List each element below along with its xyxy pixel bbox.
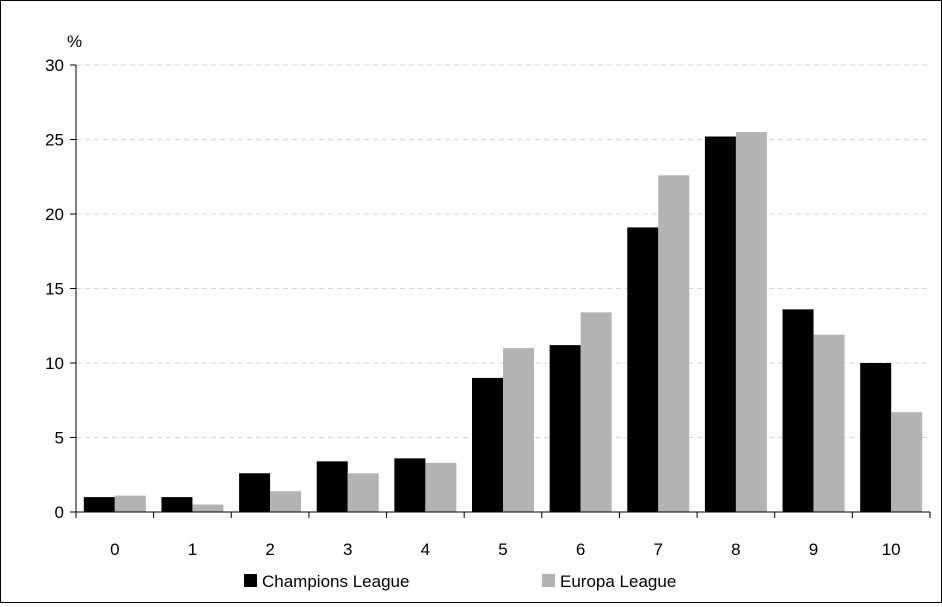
bar-europa-league (658, 175, 690, 512)
bars (83, 132, 923, 513)
bar-champions-league (782, 309, 814, 512)
legend: Champions League Europa League (244, 572, 676, 591)
x-tick-label: 2 (265, 540, 274, 559)
x-tick-label: 6 (576, 540, 585, 559)
y-tick-label: 10 (45, 354, 64, 373)
legend-swatch (244, 574, 257, 587)
x-tick-label: 8 (731, 540, 740, 559)
legend-label: Europa League (560, 572, 676, 591)
bar-champions-league (472, 377, 503, 512)
bar-europa-league (580, 312, 612, 512)
bar-europa-league (347, 473, 379, 512)
legend-swatch (542, 574, 555, 587)
bar-champions-league (83, 497, 115, 512)
bar-europa-league (891, 412, 923, 512)
y-tick-label: 15 (45, 280, 64, 299)
x-ticks: 0 1 2 3 4 5 6 7 8 9 10 (75, 512, 931, 559)
x-tick-label: 1 (188, 540, 197, 559)
bar-europa-league (503, 348, 534, 512)
y-tick-label: 30 (45, 56, 64, 75)
x-tick-label: 4 (421, 540, 430, 559)
x-tick-label: 0 (110, 540, 119, 559)
bar-champions-league (549, 345, 581, 512)
y-tick-label: 0 (55, 503, 64, 522)
y-axis-label: % (67, 32, 82, 51)
bar-europa-league (425, 462, 457, 512)
bar-champions-league (161, 497, 193, 512)
bar-europa-league (735, 132, 767, 513)
bar-europa-league (270, 491, 302, 512)
bar-champions-league (704, 136, 736, 512)
x-tick-label: 3 (343, 540, 352, 559)
legend-label: Champions League (262, 572, 409, 591)
bar-champions-league (239, 473, 271, 512)
x-tick-label: 7 (654, 540, 663, 559)
bar-champions-league (627, 227, 659, 512)
y-tick-label: 25 (45, 131, 64, 150)
bar-champions-league (860, 363, 892, 512)
bar-champions-league (394, 458, 426, 512)
y-tick-label: 5 (55, 429, 64, 448)
x-tick-label: 9 (809, 540, 818, 559)
y-ticks: 0 5 10 15 20 25 30 (45, 56, 76, 522)
bar-europa-league (813, 334, 845, 512)
bar-europa-league (192, 504, 224, 512)
x-tick-label: 5 (498, 540, 507, 559)
x-tick-label: 10 (882, 540, 901, 559)
bar-europa-league (114, 495, 146, 512)
bar-champions-league (316, 461, 348, 512)
y-tick-label: 20 (45, 205, 64, 224)
